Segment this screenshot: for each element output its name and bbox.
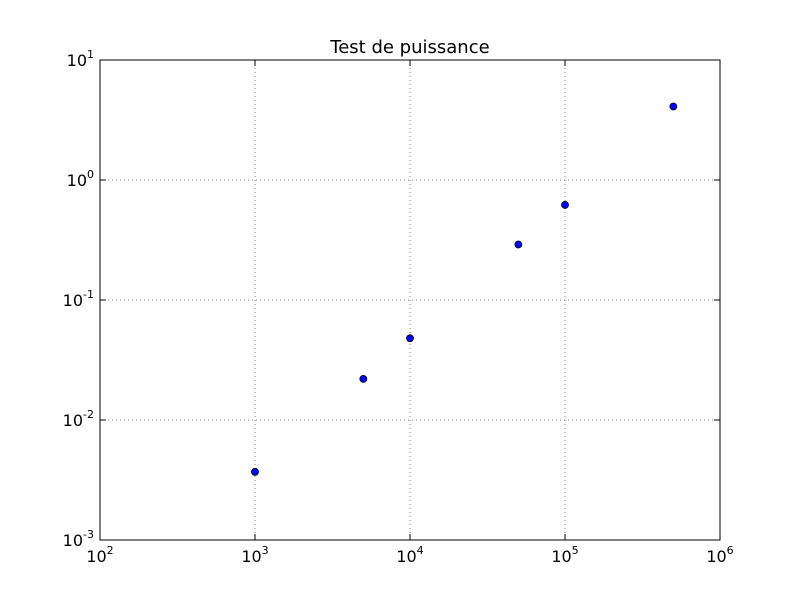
x-tick-label-exponent: 3 bbox=[262, 544, 269, 557]
y-tick-label-base: 10 bbox=[67, 171, 87, 190]
x-tick-label-base: 10 bbox=[241, 547, 261, 566]
data-points bbox=[251, 102, 678, 476]
scatter-point bbox=[561, 201, 569, 209]
chart-title: Test de puissance bbox=[329, 37, 489, 58]
x-tick-label: 103 bbox=[241, 544, 268, 566]
y-tick-label-exponent: -1 bbox=[83, 288, 94, 301]
y-tick-label: 10-1 bbox=[63, 288, 94, 310]
x-tick-label-exponent: 4 bbox=[417, 544, 424, 557]
y-tick-label-exponent: -3 bbox=[83, 528, 94, 541]
scatter-point bbox=[669, 102, 678, 111]
x-tick-label: 105 bbox=[551, 544, 578, 566]
y-tick-label: 10-2 bbox=[63, 408, 94, 430]
x-tick-label: 106 bbox=[706, 544, 733, 566]
x-tick-label-base: 10 bbox=[551, 547, 571, 566]
y-tick-label-base: 10 bbox=[67, 51, 87, 70]
grid-lines bbox=[100, 60, 720, 540]
scatter-point bbox=[514, 240, 523, 249]
y-tick-label-exponent: 0 bbox=[87, 168, 94, 181]
x-tick-label-base: 10 bbox=[86, 547, 106, 566]
x-tick-label: 104 bbox=[396, 544, 423, 566]
y-tick-label-exponent: 1 bbox=[87, 48, 94, 61]
x-tick-label-exponent: 6 bbox=[727, 544, 734, 557]
plot-area-frame bbox=[99, 59, 721, 541]
scatter-point bbox=[406, 334, 414, 343]
y-tick-label: 101 bbox=[67, 48, 94, 70]
scatter-point bbox=[251, 467, 259, 476]
x-tick-label-base: 10 bbox=[396, 547, 416, 566]
y-tick-label-base: 10 bbox=[63, 531, 83, 550]
x-tick-label-base: 10 bbox=[706, 547, 726, 566]
y-tick-label: 10-3 bbox=[63, 528, 94, 550]
y-tick-label: 100 bbox=[67, 168, 94, 190]
x-tick-label-exponent: 5 bbox=[572, 544, 579, 557]
scatter-point bbox=[359, 375, 368, 383]
x-tick-label-exponent: 2 bbox=[107, 544, 114, 557]
y-tick-label-base: 10 bbox=[63, 291, 83, 310]
y-tick-label-base: 10 bbox=[63, 411, 83, 430]
y-tick-label-exponent: -2 bbox=[83, 408, 94, 421]
x-tick-label: 102 bbox=[86, 544, 113, 566]
